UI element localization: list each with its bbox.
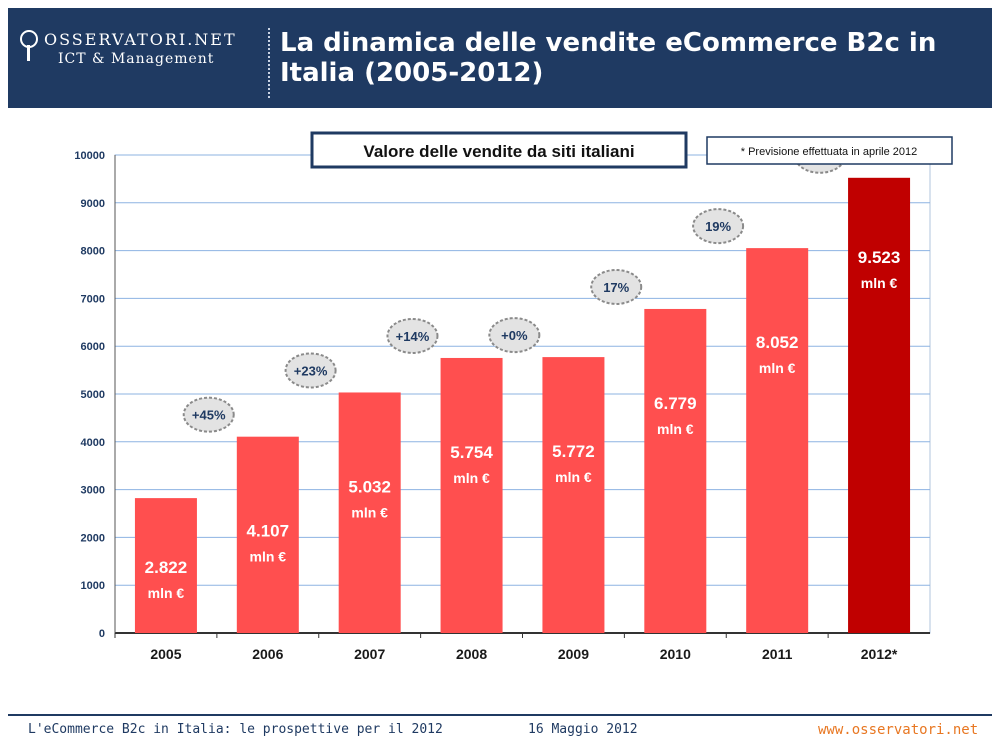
forecast-note: * Previsione effettuata in aprile 2012 [741,146,918,158]
bar [542,357,605,633]
data-label-unit: mln € [453,470,490,486]
growth-badge [590,268,643,305]
data-label-value: 9.523 [858,248,901,267]
footer-divider [8,714,992,716]
data-label-unit: mln € [759,360,796,376]
data-label-unit: mln € [351,504,388,520]
header-banner: OSSERVATORI.NET ICT & Management La dina… [8,8,992,108]
footer-title: L'eCommerce B2c in Italia: le prospettiv… [28,722,443,737]
x-tick-label: 2008 [456,646,487,662]
data-label-value: 8.052 [756,333,799,352]
sales-chart: 0 1000 2000 3000 4000 5000 6000 7000 8000 9000 100… [74,131,953,662]
x-tick-label: 2006 [252,646,283,662]
chart-title-box [310,131,688,169]
bar [440,357,503,633]
data-label-unit: mln € [555,469,592,485]
x-tick-label: 2005 [150,646,181,662]
growth-label: +0% [501,328,528,343]
data-label-value: 6.779 [654,394,697,413]
y-tick-label: 6000 [81,341,105,353]
page-title: La dinamica delle vendite eCommerce B2c … [280,28,937,88]
growth-badge [182,396,235,433]
growth-badge [692,208,745,245]
data-label-unit: mln € [657,421,694,437]
x-tick-label: 2009 [558,646,589,662]
data-label-value: 2.822 [145,558,188,577]
y-tick-label: 10000 [74,150,105,162]
y-tick-label: 9000 [81,198,105,210]
y-tick-label: 2000 [81,532,105,544]
x-tick-label: 2010 [660,646,691,662]
y-tick-label: 4000 [81,437,105,449]
bar [134,498,197,633]
data-label-unit: mln € [250,549,287,565]
growth-badge [284,352,337,389]
data-label-value: 5.754 [450,443,493,462]
bar [338,392,401,633]
bar [746,248,809,634]
chart-title: Valore delle vendite da siti italiani [363,142,634,161]
y-tick-label: 5000 [81,389,105,401]
y-tick-label: 1000 [81,580,105,592]
bar [644,308,707,633]
growth-label: +23% [294,363,328,378]
growth-badge [386,317,439,354]
growth-label: +14% [396,329,430,344]
y-tick-label: 7000 [81,293,105,305]
data-label-unit: mln € [861,275,898,291]
growth-label: 17% [603,280,629,295]
growth-badge [488,317,541,354]
data-label-unit: mln € [148,585,185,601]
data-label-value: 5.772 [552,442,595,461]
bar [848,177,911,633]
logo: OSSERVATORI.NET ICT & Management [44,30,237,67]
growth-label: 19% [705,219,731,234]
x-tick-label: 2007 [354,646,385,662]
bar [236,436,299,633]
y-tick-label: 3000 [81,485,105,497]
key-icon-stem [27,45,30,61]
logo-line2: ICT & Management [58,51,215,67]
x-tick-label: 2011 [762,646,793,662]
data-label-value: 4.107 [247,522,290,541]
y-tick-label: 0 [99,628,105,640]
footer-date: 16 Maggio 2012 [528,722,638,737]
y-tick-label: 8000 [81,246,105,258]
header-divider [268,28,270,98]
logo-line1: OSSERVATORI.NET [44,30,237,49]
forecast-note-box [706,136,953,165]
growth-label: +45% [192,408,226,423]
footer-site-link[interactable]: www.osservatori.net [818,722,979,738]
data-label-value: 5.032 [348,477,391,496]
x-tick-label: 2012* [861,646,898,662]
